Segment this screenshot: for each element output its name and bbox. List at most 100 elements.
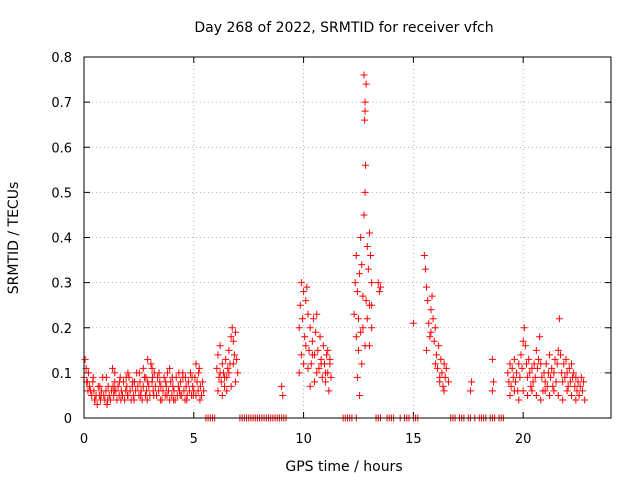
data-point bbox=[84, 369, 92, 377]
data-point bbox=[363, 243, 371, 251]
data-point bbox=[145, 382, 153, 390]
data-point bbox=[197, 391, 205, 399]
data-point bbox=[163, 391, 171, 399]
data-point bbox=[364, 265, 372, 273]
data-point bbox=[423, 283, 431, 291]
data-point bbox=[305, 346, 313, 354]
data-point bbox=[510, 355, 518, 363]
data-point bbox=[432, 351, 440, 359]
data-point bbox=[566, 378, 574, 386]
data-point bbox=[441, 373, 449, 381]
data-point bbox=[303, 283, 311, 291]
data-point bbox=[117, 396, 125, 404]
data-point bbox=[89, 373, 97, 381]
data-point bbox=[174, 382, 182, 390]
data-point bbox=[550, 387, 558, 395]
data-point bbox=[218, 360, 226, 368]
data-point bbox=[170, 396, 178, 404]
data-point bbox=[421, 265, 429, 273]
data-point bbox=[149, 373, 157, 381]
data-point bbox=[427, 306, 435, 314]
data-point bbox=[162, 382, 170, 390]
data-point bbox=[130, 396, 138, 404]
data-point bbox=[541, 378, 549, 386]
data-point bbox=[567, 360, 575, 368]
data-point bbox=[445, 378, 453, 386]
data-point bbox=[189, 391, 197, 399]
data-point bbox=[325, 387, 333, 395]
data-point bbox=[301, 333, 309, 341]
data-point bbox=[517, 351, 525, 359]
data-point bbox=[365, 229, 373, 237]
data-point bbox=[135, 369, 143, 377]
chart-title: Day 268 of 2022, SRMTID for receiver vfc… bbox=[194, 20, 493, 36]
data-point bbox=[522, 360, 530, 368]
data-point bbox=[306, 382, 314, 390]
data-point bbox=[308, 337, 316, 345]
data-point bbox=[562, 355, 570, 363]
data-point bbox=[553, 360, 561, 368]
y-tick-label: 0.2 bbox=[51, 322, 72, 337]
data-point bbox=[222, 355, 230, 363]
data-point bbox=[308, 351, 316, 359]
data-point bbox=[420, 252, 428, 260]
data-point bbox=[505, 378, 513, 386]
data-point bbox=[229, 360, 237, 368]
data-point bbox=[361, 188, 369, 196]
data-point bbox=[531, 373, 539, 381]
data-point bbox=[225, 346, 233, 354]
data-point bbox=[298, 315, 306, 323]
data-point bbox=[122, 373, 130, 381]
data-point bbox=[200, 387, 208, 395]
data-point bbox=[508, 364, 516, 372]
x-axis-label: GPS time / hours bbox=[285, 459, 402, 475]
data-point bbox=[351, 279, 359, 287]
data-point bbox=[550, 369, 558, 377]
data-point bbox=[316, 333, 324, 341]
data-point bbox=[181, 373, 189, 381]
data-point bbox=[490, 378, 498, 386]
data-point bbox=[549, 382, 557, 390]
data-point bbox=[103, 400, 111, 408]
data-point bbox=[506, 360, 514, 368]
data-point bbox=[186, 369, 194, 377]
data-point bbox=[124, 369, 132, 377]
data-point bbox=[163, 369, 171, 377]
data-point bbox=[438, 369, 446, 377]
data-point bbox=[532, 391, 540, 399]
data-point bbox=[217, 378, 225, 386]
data-point bbox=[535, 355, 543, 363]
x-tick-label: 15 bbox=[405, 432, 422, 447]
data-point bbox=[555, 315, 563, 323]
data-point bbox=[295, 369, 303, 377]
data-point bbox=[144, 355, 152, 363]
data-point bbox=[580, 378, 588, 386]
data-point bbox=[184, 378, 192, 386]
data-point bbox=[136, 378, 144, 386]
data-point bbox=[319, 342, 327, 350]
data-point bbox=[541, 387, 549, 395]
data-point bbox=[313, 369, 321, 377]
data-point bbox=[551, 355, 559, 363]
data-point bbox=[488, 387, 496, 395]
data-point bbox=[507, 382, 515, 390]
data-point bbox=[513, 369, 521, 377]
data-point bbox=[431, 324, 439, 332]
grid bbox=[84, 57, 611, 418]
y-tick-label: 0.3 bbox=[51, 277, 72, 292]
data-point bbox=[229, 337, 237, 345]
data-point bbox=[225, 369, 233, 377]
data-point bbox=[560, 360, 568, 368]
data-point bbox=[322, 369, 330, 377]
data-point bbox=[195, 369, 203, 377]
data-point bbox=[179, 369, 187, 377]
data-point bbox=[300, 360, 308, 368]
y-tick-label: 0 bbox=[64, 412, 72, 427]
data-point bbox=[362, 297, 370, 305]
data-point bbox=[93, 400, 101, 408]
data-point bbox=[528, 387, 536, 395]
data-point bbox=[442, 364, 450, 372]
data-point bbox=[110, 387, 118, 395]
data-point bbox=[216, 369, 224, 377]
data-point bbox=[312, 328, 320, 336]
